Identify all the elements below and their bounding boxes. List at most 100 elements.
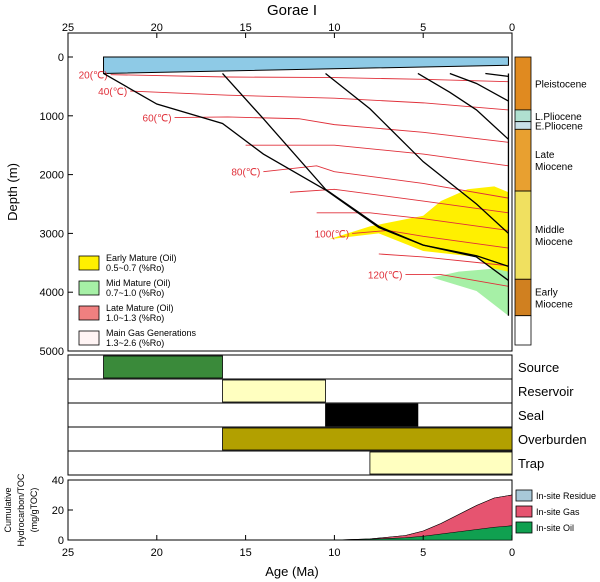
strat-unit-label: L.Pliocene	[535, 112, 582, 123]
legend-sublabel: 0.7~1.0 (%Ro)	[106, 288, 164, 298]
maturity-zone-early_mature	[329, 186, 509, 281]
isotherm-line	[316, 212, 509, 231]
event-row-frame	[67, 402, 513, 428]
strat-unit-label: Miocene	[535, 162, 573, 173]
cumulative-areas	[334, 494, 513, 541]
cumulative-y-title-line: (mg/gTOC)	[29, 488, 39, 533]
strat-unit-label: Miocene	[535, 299, 573, 310]
isotherm-line	[245, 144, 509, 167]
event-label: Source	[518, 360, 559, 375]
maturity-zones	[103, 56, 509, 316]
strat-unit-label: Miocene	[535, 237, 573, 248]
isotherm-line	[405, 274, 509, 287]
horizon-line	[449, 72, 509, 102]
horizons	[103, 72, 510, 316]
top-axis-tick-label: 15	[239, 22, 251, 34]
strat-unit-label: E.Pliocene	[535, 122, 583, 133]
legend-sublabel: 0.5~0.7 (%Ro)	[106, 263, 164, 273]
depth-axis: 0 1000 2000 3000 4000 5000	[40, 52, 73, 358]
legend-sublabel: 1.3~2.6 (%Ro)	[106, 338, 164, 348]
petroleum-system-events: Source Reservoir Seal Overburden Trap	[67, 354, 587, 476]
event-bar-overburden	[222, 427, 513, 451]
isotherm-line	[378, 253, 509, 267]
strat-unit-label: Early	[535, 287, 558, 298]
cumulative-y-tick-label: 20	[52, 505, 64, 517]
cumulative-legend-swatch	[515, 489, 533, 502]
age-axis-title: Age (Ma)	[265, 564, 318, 579]
event-bar-source	[103, 355, 223, 379]
cumulative-legend-swatch	[515, 505, 533, 518]
strat-unit	[514, 278, 532, 317]
bottom-axis-tick-label: 10	[328, 547, 340, 559]
bottom-axis-tick-label: 25	[62, 547, 74, 559]
horizon-line	[485, 72, 509, 78]
isotherm-line	[130, 90, 509, 111]
isotherm-label: 80(℃)	[231, 168, 260, 179]
isotherm-label: 20(℃)	[79, 71, 108, 82]
cumulative-legend-label: In-site Oil	[536, 523, 574, 533]
cumulative-area-insite_oil	[334, 525, 513, 541]
strat-unit-label: Late	[535, 150, 555, 161]
horizon-line	[222, 73, 509, 281]
isotherm-label: 120(℃)	[368, 271, 403, 282]
strat-unit	[514, 128, 532, 192]
strat-basement	[514, 315, 532, 346]
legend-swatch-mid_mature	[78, 280, 100, 296]
isotherm-line	[289, 188, 509, 214]
depth-axis-tick-label: 2000	[40, 170, 64, 182]
legend-label: Main Gas Generations	[106, 328, 197, 338]
horizon-line	[417, 72, 509, 140]
legend-swatch-early_mature	[78, 255, 100, 271]
event-bar-trap	[369, 451, 513, 475]
event-label: Seal	[518, 408, 544, 423]
depth-axis-tick-label: 4000	[40, 287, 64, 299]
horizon-line	[325, 72, 509, 234]
bottom-axis-tick-label: 5	[420, 547, 426, 559]
event-label: Overburden	[518, 432, 587, 447]
cumulative-legend: In-site Residue In-site Gas In-site Oil	[515, 489, 596, 534]
legend-swatch-main_gas	[78, 330, 100, 346]
cumulative-y-title-line: Hydrocarbon/TOC	[16, 473, 26, 546]
event-label: Reservoir	[518, 384, 574, 399]
cumulative-legend-label: In-site Residue	[536, 491, 596, 501]
maturity-zone-mid_mature	[432, 268, 509, 316]
legend-label: Late Mature (Oil)	[106, 303, 174, 313]
strat-unit	[514, 190, 532, 280]
depth-axis-tick-label: 1000	[40, 111, 64, 123]
legend-label: Mid Mature (Oil)	[106, 278, 171, 288]
isotherm-label: 40(℃)	[98, 87, 127, 98]
isotherm-label: 60(℃)	[143, 114, 172, 125]
maturity-legend: Early Mature (Oil)0.5~0.7 (%Ro) Mid Matur…	[78, 253, 197, 348]
depth-axis-tick-label: 3000	[40, 228, 64, 240]
burial-history-panel: 20(℃) 40(℃) 60(℃) 80(℃) 100(℃) 120(℃) 0 1000 20…	[5, 32, 513, 358]
depth-axis-tick-label: 0	[58, 52, 64, 64]
legend-sublabel: 1.0~1.3 (%Ro)	[106, 313, 164, 323]
bottom-axis-tick-label: 15	[239, 547, 251, 559]
bottom-axis-tick-label: 20	[151, 547, 163, 559]
cumulative-legend-swatch	[515, 521, 533, 534]
isotherm-label: 100(℃)	[315, 229, 350, 240]
chart-title: Gorae I	[267, 2, 317, 19]
sea-surface-band	[103, 56, 509, 74]
stratigraphic-column: PleistoceneL.PlioceneE.PlioceneLateMioce…	[514, 56, 587, 346]
burial-frame	[67, 32, 513, 352]
strat-unit	[514, 56, 532, 111]
top-axis-tick-label: 20	[151, 22, 163, 34]
event-bar-seal	[325, 403, 419, 427]
top-axis-tick-label: 10	[328, 22, 340, 34]
cumulative-y-title: Cumulative Hydrocarbon/TOC (mg/gTOC)	[3, 473, 39, 546]
cumulative-y-title-line: Cumulative	[3, 487, 13, 532]
bottom-age-axis: 25 20 15 10 5 0	[62, 535, 515, 559]
strat-unit-label: Pleistocene	[535, 79, 587, 90]
bottom-axis-tick-label: 0	[509, 547, 515, 559]
legend-swatch-late_mature	[78, 305, 100, 321]
cumulative-area-insite_gas	[334, 494, 513, 541]
cumulative-y-tick-label: 0	[58, 535, 64, 547]
isotherm-line	[110, 74, 509, 83]
depth-axis-title: Depth (m)	[5, 163, 20, 221]
isotherm-line	[263, 165, 509, 199]
isotherm-line	[352, 230, 509, 249]
isotherm-line	[174, 116, 509, 143]
